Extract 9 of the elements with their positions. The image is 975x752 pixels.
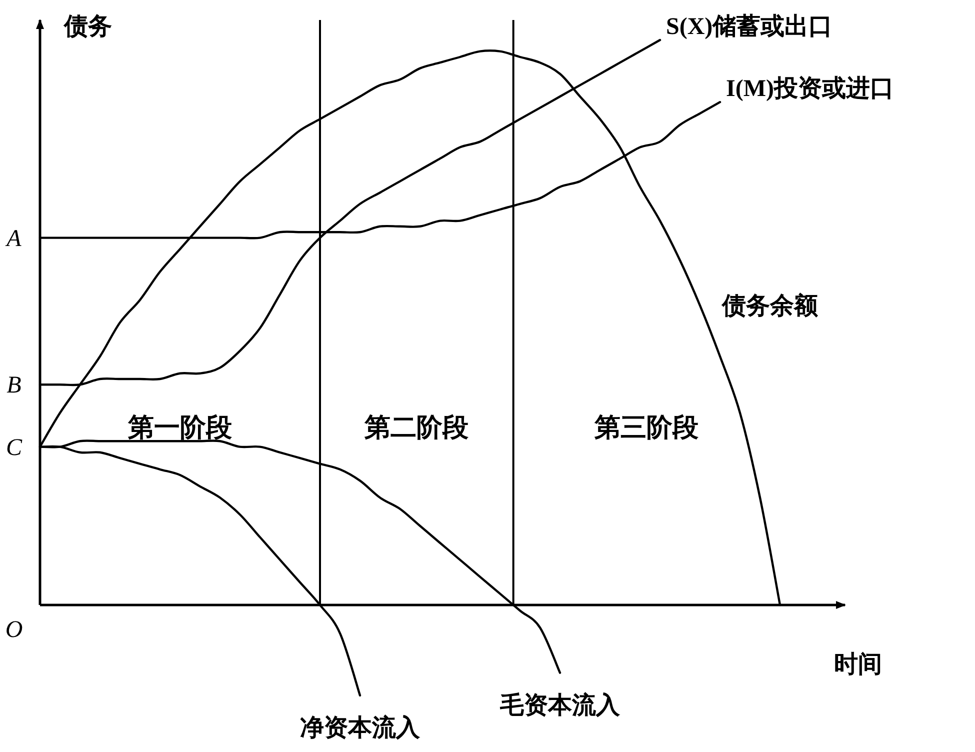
xlabel: 时间: [834, 652, 882, 678]
stage-label: 第二阶段: [364, 413, 469, 442]
axis-note: A: [6, 226, 22, 252]
axis-note: O: [5, 617, 23, 643]
axis-note: C: [6, 434, 22, 461]
ylabel: 债务: [64, 14, 112, 40]
stage-label: 第一阶段: [128, 413, 232, 442]
stage-label: 第三阶段: [594, 413, 699, 442]
axis-note: B: [6, 372, 22, 399]
